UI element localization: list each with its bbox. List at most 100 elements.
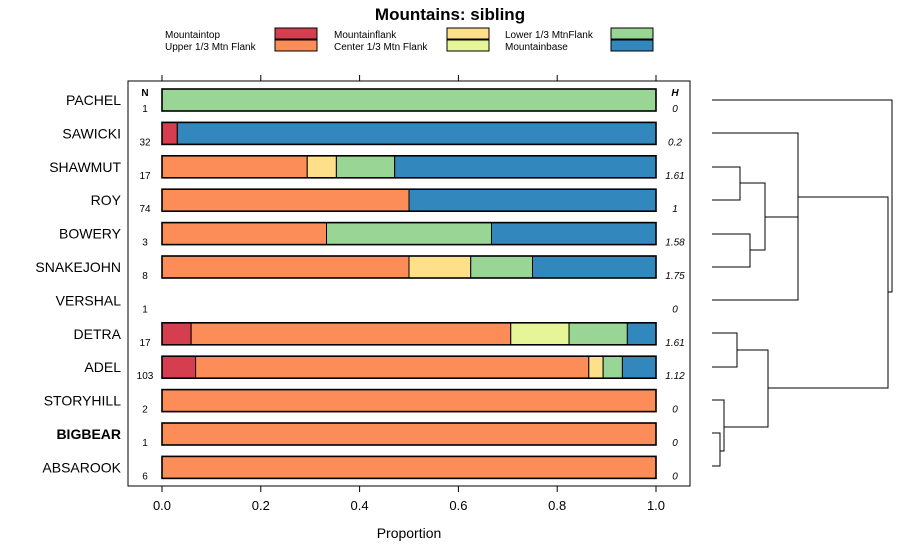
row-label: ABSAROOK: [42, 459, 121, 475]
row-h: 1.58: [665, 238, 685, 249]
bar-outline: [161, 388, 657, 413]
bar-segment: [176, 121, 657, 145]
row-h: 1: [672, 204, 678, 215]
row-label: PACHEL: [66, 92, 121, 108]
x-tick-label: 0.6: [449, 498, 467, 513]
x-axis-label: Proportion: [377, 525, 442, 541]
row-h: 1.61: [665, 171, 684, 182]
legend-label: Mountainbase: [505, 42, 568, 53]
bar-outline: [161, 221, 657, 246]
bar-segment: [161, 222, 328, 246]
row-h: 0.2: [668, 137, 682, 148]
row-n: 6: [142, 471, 148, 482]
bar-segment: [161, 121, 178, 145]
legend-swatch: [446, 39, 490, 52]
x-tick-label: 1.0: [647, 498, 665, 513]
bar-segment: [335, 155, 396, 179]
row-n: 74: [139, 204, 151, 215]
bar-outline: [161, 188, 657, 212]
row-n: 17: [139, 171, 151, 182]
bar-outline: [161, 121, 657, 146]
bar-segment: [394, 155, 657, 179]
row-n: 103: [137, 371, 154, 382]
row-label: VERSHAL: [56, 292, 122, 308]
bar-outline: [161, 321, 657, 346]
row-h: 0: [672, 438, 678, 449]
bar-segment: [532, 255, 657, 279]
bar-segment: [588, 355, 604, 379]
plot-frame: [127, 80, 691, 487]
row-label: STORYHILL: [44, 393, 122, 409]
row-n: 3: [142, 238, 148, 249]
legend-swatch: [274, 27, 318, 40]
bar-segment: [161, 322, 192, 346]
legend-label: Center 1/3 Mtn Flank: [334, 42, 428, 53]
h-header: H: [671, 88, 679, 99]
n-header: N: [141, 88, 148, 99]
bar-segment: [161, 455, 657, 479]
row-n: 1: [142, 304, 148, 315]
bar-segment: [626, 322, 657, 346]
row-label: SAWICKI: [62, 125, 121, 141]
bar-segment: [490, 222, 657, 246]
legend-swatch: [274, 39, 318, 52]
bar-segment: [408, 255, 472, 279]
row-h: 1.61: [665, 338, 684, 349]
x-axis: 0.0 0.2 0.4 0.6 0.8 1.0: [153, 75, 665, 513]
legend-label: Mountainflank: [334, 30, 397, 41]
x-tick-label: 0.8: [548, 498, 566, 513]
chart-title: Mountains: sibling: [375, 5, 525, 24]
bar-segment: [161, 155, 308, 179]
bar-segment: [602, 355, 623, 379]
row-n: 17: [139, 338, 151, 349]
bar-outline: [161, 422, 657, 446]
dendrogram: [712, 99, 893, 467]
row-label: BIGBEAR: [56, 426, 121, 442]
bar-segment: [568, 322, 628, 346]
legend-label: Upper 1/3 Mtn Flank: [165, 42, 257, 53]
bar-outline: [161, 88, 657, 112]
bar-segment: [161, 88, 657, 112]
row-label: SNAKEJOHN: [35, 259, 121, 275]
legend-swatch: [610, 39, 654, 52]
bar-segment: [161, 355, 197, 379]
x-tick-label: 0.2: [252, 498, 270, 513]
legend-swatch: [610, 27, 654, 40]
row-h: 0: [672, 304, 678, 315]
bar-segment: [510, 322, 570, 346]
row-label: BOWERY: [59, 226, 122, 242]
bar-segment: [161, 255, 410, 279]
x-tick-label: 0.0: [153, 498, 171, 513]
row-h: 0: [672, 405, 678, 416]
row-label: ADEL: [84, 359, 121, 375]
bar-segment: [161, 389, 657, 413]
row-n: 8: [142, 271, 148, 282]
row-n: 32: [139, 137, 151, 148]
bar-segment: [195, 355, 590, 379]
row-label: DETRA: [74, 326, 122, 342]
legend-label: Mountaintop: [165, 30, 220, 41]
bar-outline: [161, 455, 657, 480]
legend-swatch: [446, 27, 490, 40]
bar-outline: [161, 255, 657, 279]
bar-segment: [161, 422, 657, 446]
row-label: ROY: [91, 192, 122, 208]
bar-outline: [161, 155, 657, 179]
bar-segment: [326, 222, 492, 246]
row-h: 0: [672, 104, 678, 115]
bar-segment: [470, 255, 533, 279]
bar-segment: [621, 355, 657, 379]
row-label: SHAWMUT: [49, 159, 121, 175]
bar-segment: [190, 322, 512, 346]
x-tick-label: 0.4: [351, 498, 369, 513]
row-n: 1: [142, 104, 148, 115]
bar-segment: [161, 188, 410, 212]
bar-outline: [161, 355, 657, 380]
bar-segment: [306, 155, 337, 179]
bar-segment: [408, 188, 657, 212]
row-n: 1: [142, 438, 148, 449]
row-n: 2: [142, 405, 148, 416]
